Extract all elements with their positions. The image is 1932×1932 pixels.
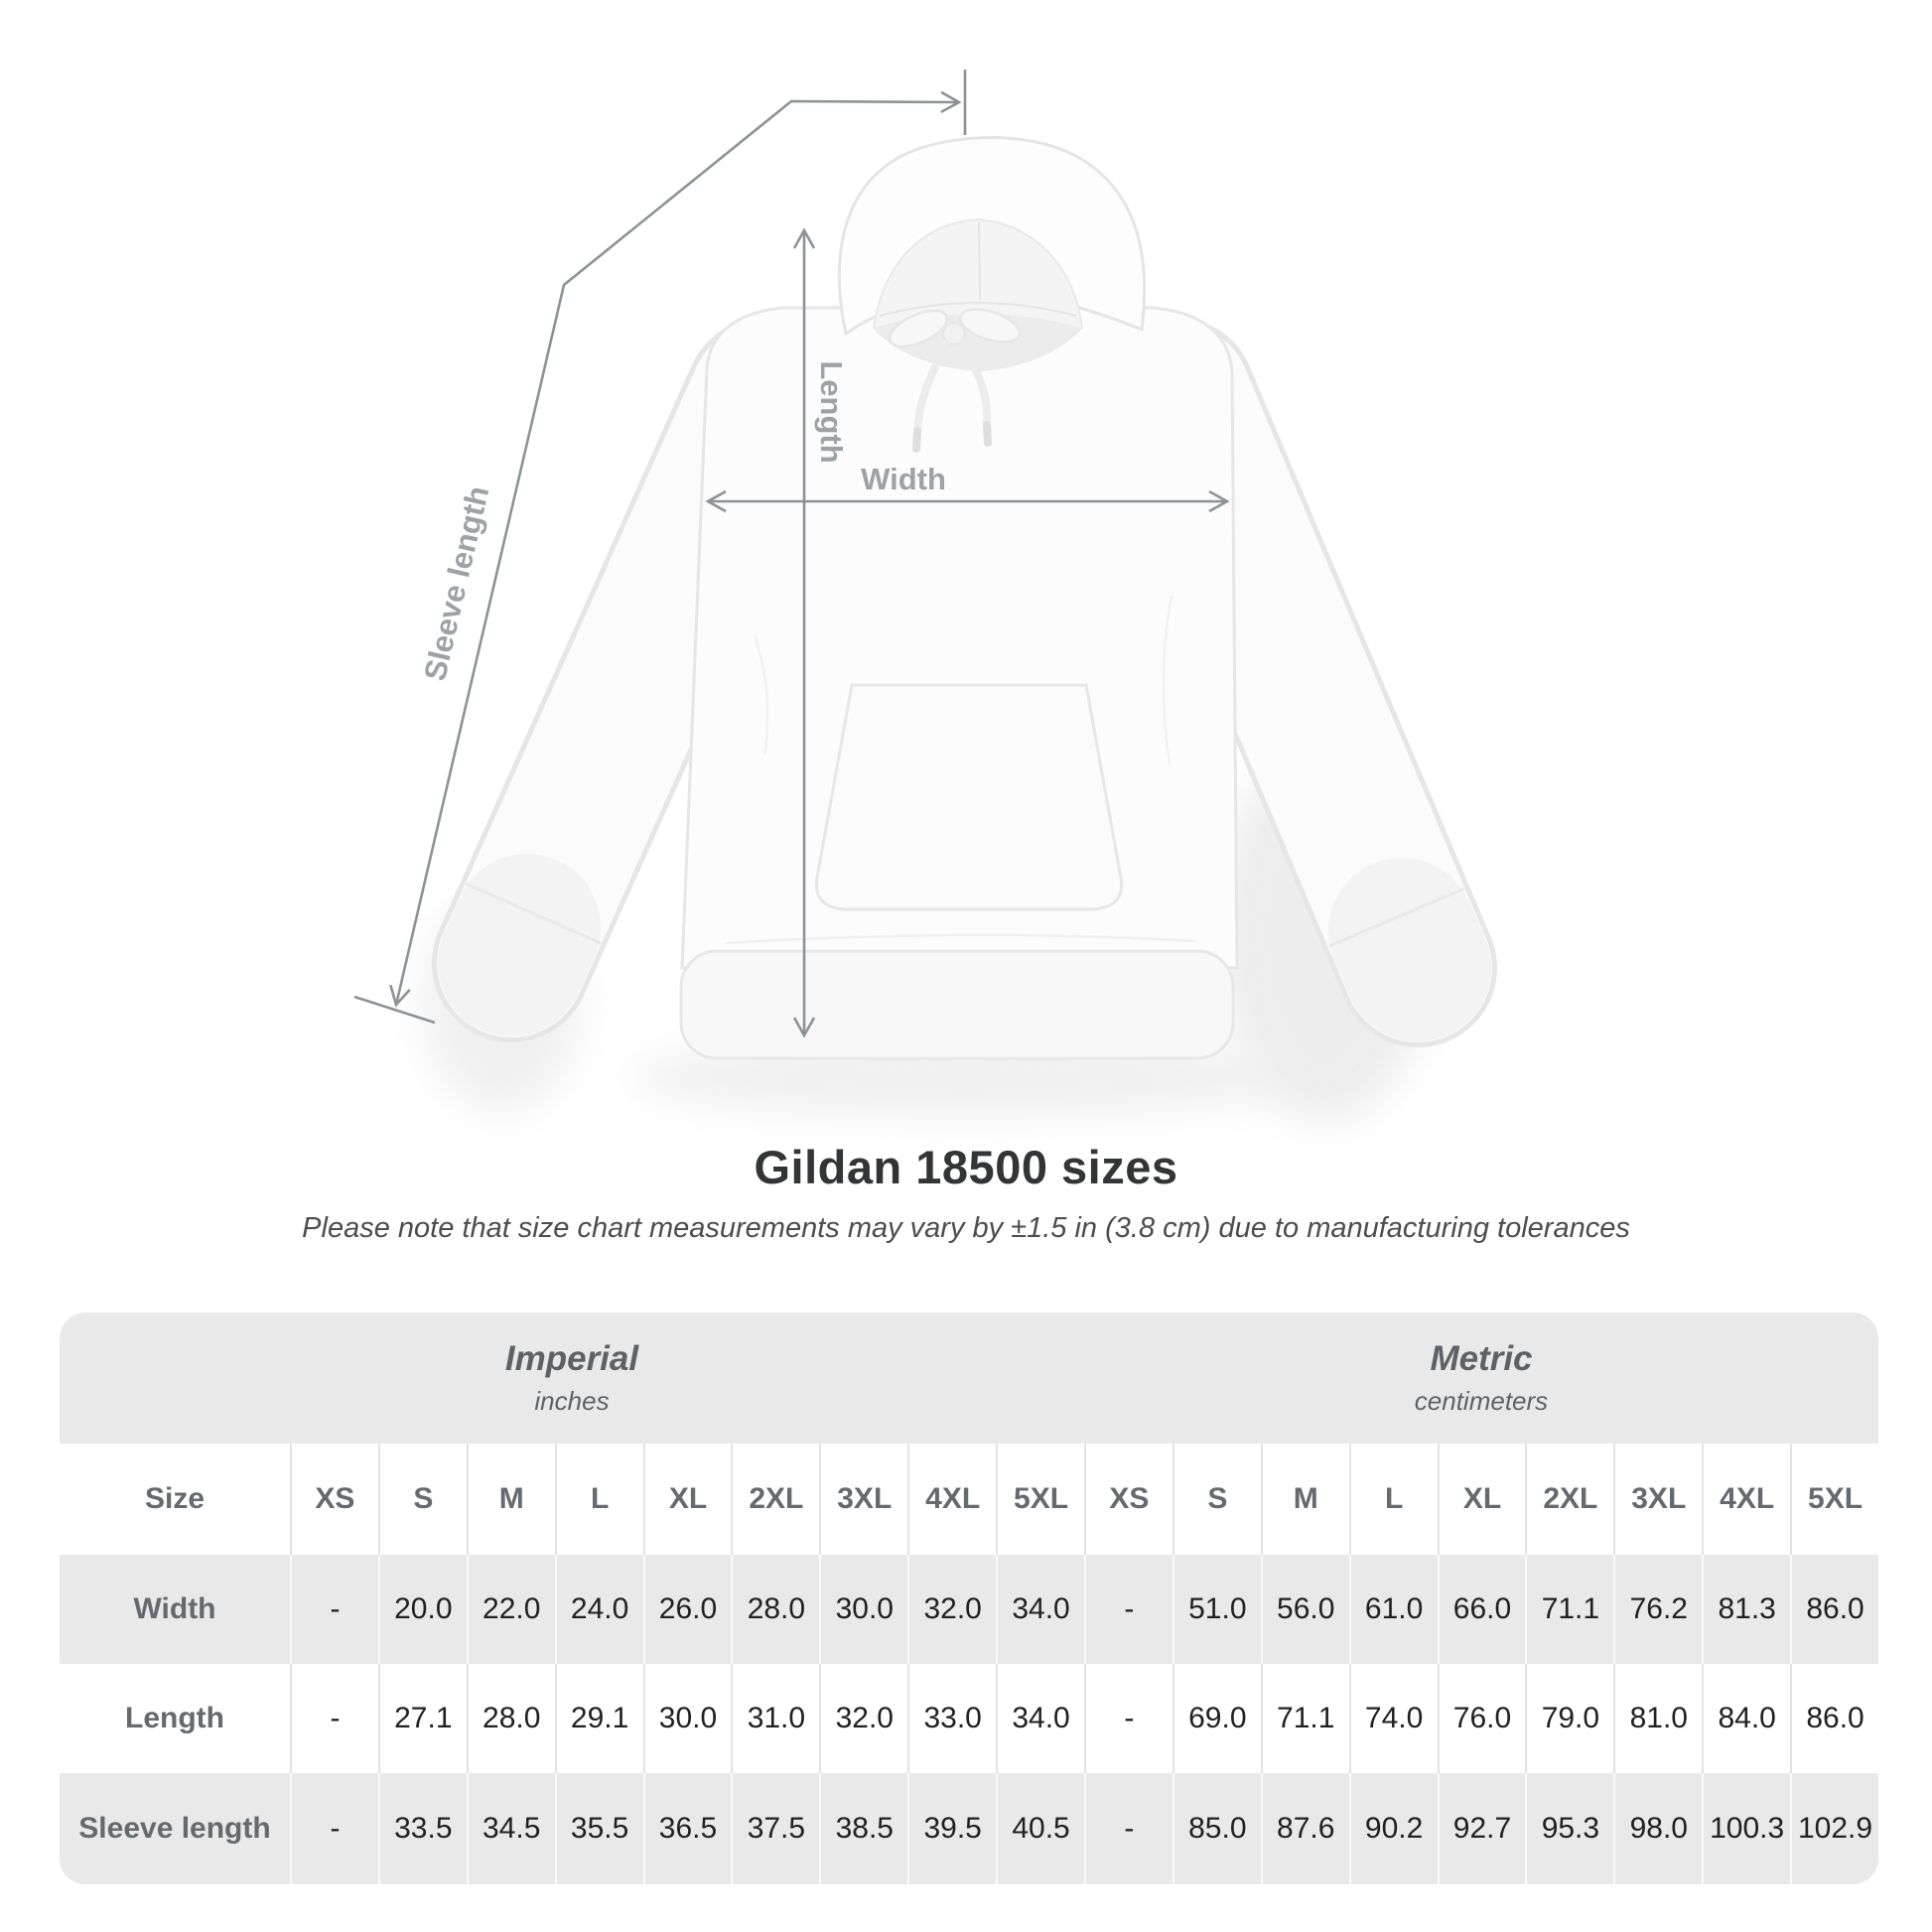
size-header-imp-xl: XL <box>642 1444 732 1555</box>
length-imp-4xl: 33.0 <box>907 1664 997 1773</box>
width-imp-s: 20.0 <box>377 1555 467 1664</box>
sleeve-met-xs: - <box>1083 1773 1173 1884</box>
sleeve-length-arrow <box>389 90 962 1008</box>
sleeve-met-m: 87.6 <box>1260 1773 1349 1884</box>
page-title: Gildan 18500 sizes <box>754 1141 1178 1193</box>
sleeve-imp-xs: - <box>290 1773 378 1884</box>
length-imp-l: 29.1 <box>554 1664 643 1773</box>
length-met-xs: - <box>1083 1664 1173 1773</box>
sleeve-imp-m: 34.5 <box>466 1773 555 1884</box>
length-met-2xl: 79.0 <box>1525 1664 1614 1773</box>
kangaroo-pocket <box>814 683 1124 911</box>
width-met-xs: - <box>1083 1555 1173 1664</box>
length-met-4xl: 84.0 <box>1702 1664 1791 1773</box>
width-imp-xs: - <box>290 1555 378 1664</box>
width-met-5xl: 86.0 <box>1790 1555 1878 1664</box>
width-imp-4xl: 32.0 <box>907 1555 997 1664</box>
width-imp-5xl: 34.0 <box>996 1555 1084 1664</box>
group-unit-imperial: inches <box>534 1386 610 1416</box>
length-imp-xl: 30.0 <box>642 1664 732 1773</box>
size-header-imp-xs: XS <box>290 1444 378 1555</box>
sleeve-imp-3xl: 38.5 <box>819 1773 908 1884</box>
right-cuff-seam <box>1328 887 1465 948</box>
group-label-metric: Metric <box>1430 1339 1533 1378</box>
width-met-s: 51.0 <box>1172 1555 1261 1664</box>
group-unit-metric: centimeters <box>1414 1386 1549 1416</box>
length-imp-2xl: 31.0 <box>731 1664 820 1773</box>
width-imp-3xl: 30.0 <box>819 1555 908 1664</box>
length-met-l: 74.0 <box>1348 1664 1438 1773</box>
measurement-arrows <box>353 69 1230 1038</box>
length-met-3xl: 81.0 <box>1613 1664 1703 1773</box>
length-met-xl: 76.0 <box>1437 1664 1526 1773</box>
size-header-met-l: L <box>1348 1444 1438 1555</box>
size-table: Imperial inches Metric centimeters Size … <box>60 1312 1878 1884</box>
width-met-2xl: 71.1 <box>1525 1555 1614 1664</box>
sleeve-length-label: Sleeve length <box>417 483 495 684</box>
sleeve-met-l: 90.2 <box>1348 1773 1438 1884</box>
hoodie-measurement-diagram: Length Width Sleeve length <box>353 69 1497 1122</box>
hoodie-illustration <box>422 136 1497 1122</box>
length-imp-xs: - <box>290 1664 378 1773</box>
width-imp-xl: 26.0 <box>642 1555 732 1664</box>
width-imp-m: 22.0 <box>466 1555 555 1664</box>
sleeve-met-s: 85.0 <box>1172 1773 1261 1884</box>
size-header-met-xs: XS <box>1083 1444 1173 1555</box>
size-header-imp-l: L <box>554 1444 643 1555</box>
size-header-met-5xl: 5XL <box>1790 1444 1878 1555</box>
size-header-imp-3xl: 3XL <box>819 1444 908 1555</box>
length-imp-5xl: 34.0 <box>996 1664 1084 1773</box>
size-header-met-s: S <box>1172 1444 1261 1555</box>
size-header-met-2xl: 2XL <box>1525 1444 1614 1555</box>
size-header-imp-m: M <box>466 1444 555 1555</box>
size-header-met-xl: XL <box>1437 1444 1526 1555</box>
width-met-3xl: 76.2 <box>1613 1555 1703 1664</box>
width-imp-2xl: 28.0 <box>731 1555 820 1664</box>
size-header-met-m: M <box>1260 1444 1349 1555</box>
sleeve-met-2xl: 95.3 <box>1525 1773 1614 1884</box>
size-header-imp-2xl: 2XL <box>731 1444 820 1555</box>
sleeve-imp-l: 35.5 <box>554 1773 643 1884</box>
length-met-s: 69.0 <box>1172 1664 1261 1773</box>
length-imp-m: 28.0 <box>466 1664 555 1773</box>
size-header-imp-s: S <box>377 1444 467 1555</box>
size-header-met-3xl: 3XL <box>1613 1444 1703 1555</box>
page-subtitle: Please note that size chart measurements… <box>302 1212 1630 1244</box>
width-imp-l: 24.0 <box>554 1555 643 1664</box>
length-label: Length <box>814 360 849 463</box>
width-met-l: 61.0 <box>1348 1555 1438 1664</box>
sleeve-imp-2xl: 37.5 <box>731 1773 820 1884</box>
length-met-m: 71.1 <box>1260 1664 1349 1773</box>
wrinkle <box>1162 595 1173 765</box>
width-label: Width <box>861 462 946 496</box>
length-met-5xl: 86.0 <box>1790 1664 1878 1773</box>
row-label-length: Length <box>60 1664 290 1773</box>
sleeve-met-5xl: 102.9 <box>1790 1773 1878 1884</box>
group-header-imperial: Imperial inches <box>60 1312 1084 1444</box>
sleeve-imp-5xl: 40.5 <box>996 1773 1084 1884</box>
hood-center-seam <box>978 221 981 301</box>
length-imp-s: 27.1 <box>377 1664 467 1773</box>
length-imp-3xl: 32.0 <box>819 1664 908 1773</box>
width-met-4xl: 81.3 <box>1702 1555 1791 1664</box>
sleeve-met-xl: 92.7 <box>1437 1773 1526 1884</box>
sleeve-length-cuff-tick <box>353 995 436 1025</box>
sleeve-met-3xl: 98.0 <box>1613 1773 1703 1884</box>
size-header-imp-5xl: 5XL <box>996 1444 1084 1555</box>
width-met-m: 56.0 <box>1260 1555 1349 1664</box>
row-label-width: Width <box>60 1555 290 1664</box>
size-header-met-4xl: 4XL <box>1702 1444 1791 1555</box>
sleeve-imp-xl: 36.5 <box>642 1773 732 1884</box>
size-header-imp-4xl: 4XL <box>907 1444 997 1555</box>
row-label-sleeve-length: Sleeve length <box>60 1773 290 1884</box>
sleeve-imp-s: 33.5 <box>377 1773 467 1884</box>
width-met-xl: 66.0 <box>1437 1555 1526 1664</box>
sleeve-met-4xl: 100.3 <box>1702 1773 1791 1884</box>
group-label-imperial: Imperial <box>504 1339 639 1378</box>
hem-band <box>679 949 1235 1060</box>
size-corner-header: Size <box>60 1444 290 1555</box>
sleeve-imp-4xl: 39.5 <box>907 1773 997 1884</box>
group-header-metric: Metric centimeters <box>1083 1312 1878 1444</box>
